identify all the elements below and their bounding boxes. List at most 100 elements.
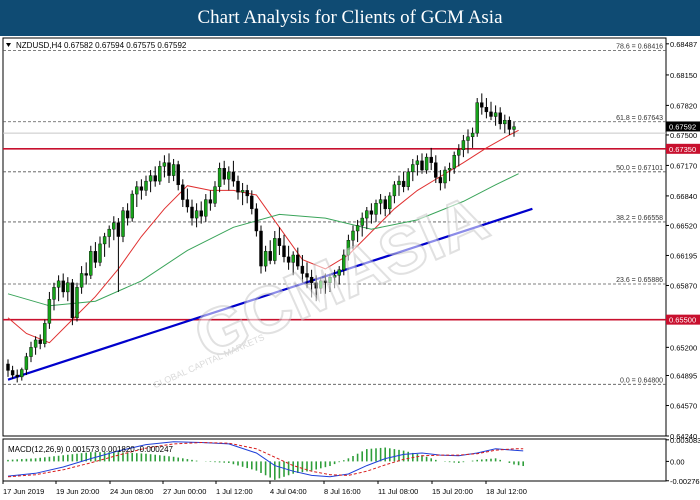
candle-body — [493, 112, 498, 117]
x-axis-tick-label: 24 Jun 08:00 — [110, 487, 153, 496]
candle-body — [365, 210, 369, 219]
chart-canvas: 78.6 = 0.68416 61.8 = 0.67643 50.0 = 0.671… — [0, 36, 700, 500]
candle-body — [512, 126, 516, 130]
macd-label: MACD(12,26,9) 0.001573 0.001820 -0.00024… — [8, 445, 174, 454]
y-axis-tick-label: 0.64570 — [670, 402, 697, 411]
candle-body — [47, 299, 52, 324]
candle-body — [296, 254, 300, 267]
candle-body — [351, 230, 355, 241]
candle-body — [171, 164, 176, 176]
candle-body — [148, 175, 153, 182]
candle-body — [332, 275, 337, 278]
candle-body — [245, 190, 249, 197]
candle-body — [429, 156, 433, 163]
candle-body — [213, 186, 217, 204]
y-axis-tick-label: 0.66195 — [670, 251, 697, 260]
candle-body — [498, 112, 502, 125]
candle-body — [112, 222, 116, 230]
candle-body — [392, 184, 397, 197]
y-axis-tick-label: 0.68150 — [670, 71, 697, 80]
dropdown-triangle-icon — [6, 43, 11, 47]
candle-body — [102, 236, 107, 245]
candle-body — [70, 282, 75, 319]
x-axis-tick-label: 19 Jun 20:00 — [56, 487, 99, 496]
candle-body — [470, 132, 475, 138]
macd-panel-frame — [2, 438, 667, 482]
candle-body — [43, 323, 47, 344]
candle-body — [291, 254, 295, 263]
candle-body — [121, 210, 125, 237]
candle-body — [66, 282, 70, 293]
fib-level-label: 38.2 = 0.66558 — [616, 215, 663, 222]
candle-body — [176, 164, 180, 186]
candle-body — [346, 240, 351, 256]
candle-body — [314, 282, 318, 289]
candle-body — [434, 162, 438, 178]
candle-body — [33, 339, 38, 348]
candle-body — [420, 160, 424, 171]
y-axis-tick-label: 0.65200 — [670, 343, 697, 352]
y-axis-tick-label: 0.65870 — [670, 281, 697, 290]
candle-body — [190, 206, 194, 219]
candle-body — [6, 363, 10, 371]
candle-body — [254, 208, 259, 232]
level-price-label: 0.67350 — [669, 145, 696, 154]
candle-body — [263, 251, 268, 267]
candle-body — [282, 245, 286, 258]
moving-average-line — [7, 173, 519, 307]
candle-body — [56, 280, 61, 288]
candle-body — [415, 160, 420, 165]
y-axis-tick-label: 0.67820 — [670, 101, 697, 110]
y-axis-tick-label: 0.66520 — [670, 221, 697, 230]
candle-body — [461, 140, 466, 150]
candle-body — [300, 265, 305, 274]
x-axis-tick-label: 11 Jul 08:00 — [378, 487, 418, 496]
fib-level-label: 50.0 = 0.67101 — [616, 165, 663, 172]
fib-level-label: 61.8 = 0.67643 — [616, 115, 663, 122]
candle-body — [125, 210, 130, 219]
title-banner: Chart Analysis for Clients of GCM Asia — [0, 0, 700, 36]
candle-body — [98, 243, 102, 263]
macd-panel: 0.003083 0.00 -0.002767 — [2, 436, 700, 486]
candle-body — [79, 273, 84, 288]
candle-body — [355, 225, 360, 232]
candle-body — [378, 199, 383, 204]
candle-body — [374, 203, 378, 215]
candle-body — [194, 210, 199, 219]
level-price-tag — [666, 143, 700, 154]
candle-body — [130, 193, 134, 219]
candle-body — [466, 136, 470, 141]
candle-body — [360, 217, 364, 226]
candle-body — [309, 276, 314, 283]
candle-body — [388, 195, 392, 210]
candle-body — [323, 280, 328, 283]
candle-body — [222, 168, 226, 180]
candle-body — [199, 210, 203, 217]
candle-body — [397, 180, 401, 186]
trendline — [7, 207, 533, 381]
candle-body — [277, 238, 282, 246]
candle-body — [185, 199, 190, 208]
candle-body — [61, 280, 65, 293]
candle-body — [236, 180, 240, 193]
y-axis-tick-label: 0.66840 — [670, 192, 697, 201]
macd-y-tick-label: 0.003083 — [670, 436, 700, 445]
x-axis-tick-label: 1 Jul 12:00 — [216, 487, 253, 496]
candle-body — [424, 156, 429, 171]
candle-body — [489, 111, 493, 117]
current-price-label: 0.67592 — [669, 122, 696, 131]
candle-body — [107, 228, 111, 237]
y-axis-tick-label: 0.67170 — [670, 161, 697, 170]
candle-body — [153, 175, 157, 182]
candle-body — [135, 186, 139, 195]
candle-body — [15, 374, 19, 378]
candle-body — [273, 238, 277, 261]
candle-body — [286, 256, 291, 263]
candle-body — [259, 230, 263, 267]
candle-body — [89, 251, 93, 276]
candle-body — [167, 162, 171, 176]
candle-body — [507, 119, 512, 130]
candle-body — [144, 180, 148, 191]
price-panel-frame — [2, 37, 667, 437]
symbol-info: NZDUSD,H4 0.67582 0.67594 0.67575 0.6759… — [16, 41, 187, 50]
